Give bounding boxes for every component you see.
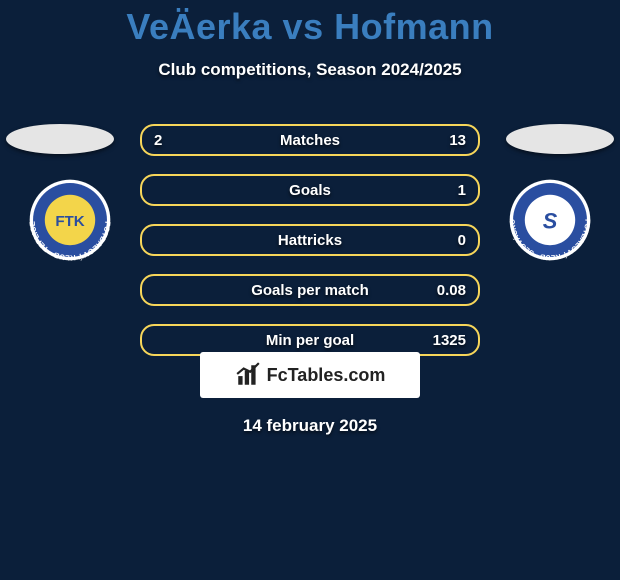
page-title: VeÄerka vs Hofmann <box>0 0 620 48</box>
stat-right-value: 1325 <box>433 326 466 354</box>
stat-label: Min per goal <box>142 326 478 354</box>
stat-row: Goals 1 <box>140 174 480 206</box>
stat-row: Hattricks 0 <box>140 224 480 256</box>
photo-shadow-left <box>6 124 114 154</box>
branding-plate: FcTables.com <box>200 352 420 398</box>
subtitle: Club competitions, Season 2024/2025 <box>0 48 620 80</box>
bar-chart-icon <box>235 362 261 388</box>
stat-label: Hattricks <box>142 226 478 254</box>
crest-icon: FOTBALOVÝ KLUB · TEPLICE FTK <box>20 178 120 262</box>
stat-row: 2 Matches 13 <box>140 124 480 156</box>
stat-right-value: 1 <box>458 176 466 204</box>
stat-row: Goals per match 0.08 <box>140 274 480 306</box>
stat-label: Goals per match <box>142 276 478 304</box>
photo-shadow-right <box>506 124 614 154</box>
club-badge-left: FOTBALOVÝ KLUB · TEPLICE FTK <box>20 178 120 262</box>
svg-text:FTK: FTK <box>55 213 84 230</box>
stat-right-value: 13 <box>449 126 466 154</box>
branding-text: FcTables.com <box>267 365 386 386</box>
stat-right-value: 0.08 <box>437 276 466 304</box>
crest-icon: FOTBALOVÝ KLUB · SLOVÁCKO S <box>500 178 600 262</box>
comparison-card: VeÄerka vs Hofmann Club competitions, Se… <box>0 0 620 580</box>
stat-right-value: 0 <box>458 226 466 254</box>
svg-text:S: S <box>543 208 558 233</box>
date-line: 14 february 2025 <box>0 400 620 436</box>
stat-label: Matches <box>142 126 478 154</box>
stat-rows: 2 Matches 13 Goals 1 Hattricks 0 Goals p… <box>140 124 480 374</box>
stat-label: Goals <box>142 176 478 204</box>
club-badge-right: FOTBALOVÝ KLUB · SLOVÁCKO S <box>500 178 600 262</box>
